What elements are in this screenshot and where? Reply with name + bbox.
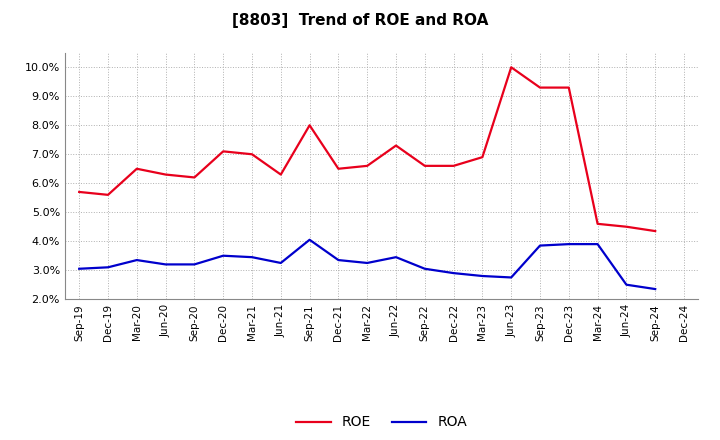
ROA bbox=[104, 265, 112, 270]
ROE bbox=[248, 152, 256, 157]
ROE bbox=[593, 221, 602, 227]
ROE bbox=[392, 143, 400, 148]
ROA bbox=[449, 271, 458, 276]
ROE bbox=[622, 224, 631, 229]
ROA bbox=[132, 257, 141, 263]
ROA bbox=[334, 257, 343, 263]
ROA bbox=[161, 262, 170, 267]
ROE bbox=[190, 175, 199, 180]
ROA bbox=[276, 260, 285, 266]
ROE bbox=[334, 166, 343, 172]
ROE bbox=[276, 172, 285, 177]
ROE bbox=[363, 163, 372, 169]
ROE bbox=[564, 85, 573, 90]
ROA bbox=[392, 254, 400, 260]
ROE bbox=[219, 149, 228, 154]
ROA bbox=[536, 243, 544, 248]
Line: ROE: ROE bbox=[79, 67, 655, 231]
ROE bbox=[651, 228, 660, 234]
ROE bbox=[104, 192, 112, 198]
ROE bbox=[75, 189, 84, 194]
ROA bbox=[75, 266, 84, 271]
Legend: ROE, ROA: ROE, ROA bbox=[290, 410, 473, 435]
ROA bbox=[219, 253, 228, 258]
ROE bbox=[132, 166, 141, 172]
ROA bbox=[190, 262, 199, 267]
Text: [8803]  Trend of ROE and ROA: [8803] Trend of ROE and ROA bbox=[232, 13, 488, 28]
ROA bbox=[507, 275, 516, 280]
Line: ROA: ROA bbox=[79, 240, 655, 289]
ROA bbox=[478, 273, 487, 279]
ROA bbox=[651, 286, 660, 292]
ROA bbox=[622, 282, 631, 287]
ROA bbox=[305, 237, 314, 242]
ROE bbox=[449, 163, 458, 169]
ROE bbox=[536, 85, 544, 90]
ROE bbox=[305, 123, 314, 128]
ROE bbox=[478, 154, 487, 160]
ROE bbox=[420, 163, 429, 169]
ROA bbox=[363, 260, 372, 266]
ROA bbox=[420, 266, 429, 271]
ROE bbox=[507, 65, 516, 70]
ROA bbox=[564, 242, 573, 247]
ROE bbox=[161, 172, 170, 177]
ROA bbox=[593, 242, 602, 247]
ROA bbox=[248, 254, 256, 260]
